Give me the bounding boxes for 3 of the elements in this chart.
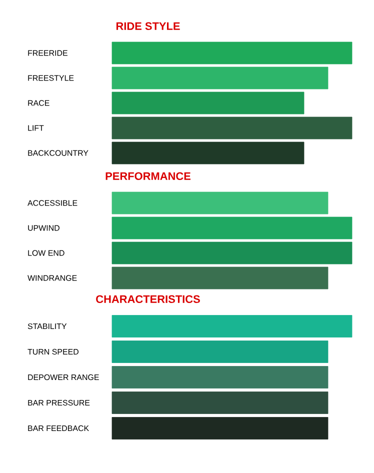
chart-title: CHARACTERISTICS bbox=[96, 295, 200, 304]
chart-title: RIDE STYLE bbox=[116, 22, 180, 30]
chart-title: PERFORMANCE bbox=[106, 172, 190, 180]
